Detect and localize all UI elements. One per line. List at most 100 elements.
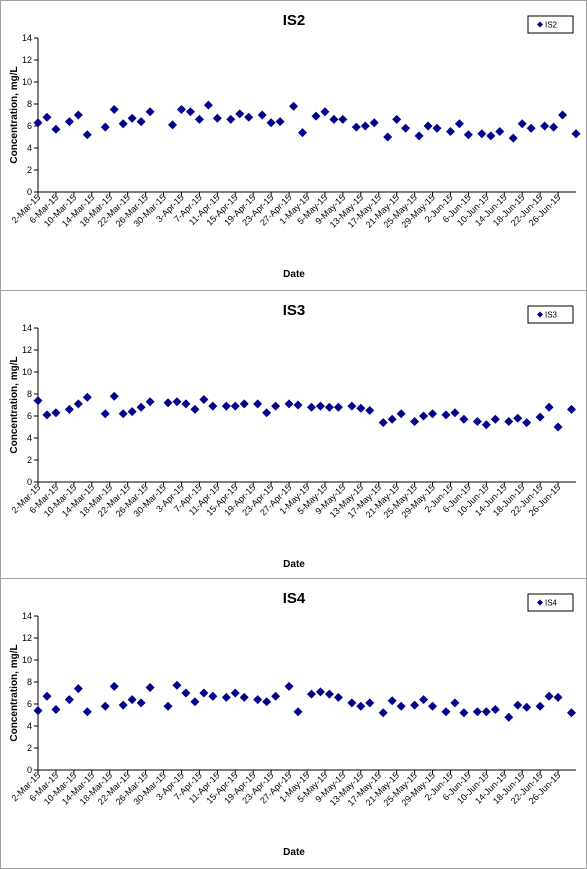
data-point	[513, 413, 523, 423]
y-tick-label: 8	[27, 99, 32, 109]
data-point	[51, 705, 61, 714]
data-point	[226, 114, 236, 124]
chart-panel-is4: IS4 0 2 4 6 8 10 12 14 Concentration, mg/L 2-Mar-1…	[0, 578, 587, 869]
data-point	[428, 701, 438, 711]
legend-marker	[537, 599, 543, 606]
data-point	[230, 401, 240, 411]
data-point	[396, 409, 406, 419]
data-point	[172, 680, 182, 690]
data-point	[212, 113, 222, 123]
data-point	[163, 398, 173, 408]
legend-label: IS2	[545, 21, 558, 30]
data-point	[351, 122, 361, 132]
y-tick-label: 12	[22, 633, 32, 643]
data-point	[504, 712, 514, 722]
data-point	[136, 402, 146, 412]
data-point	[383, 132, 393, 142]
data-point	[257, 110, 267, 120]
y-tick-label: 6	[27, 411, 32, 421]
data-point	[338, 114, 348, 124]
data-point	[262, 408, 272, 418]
data-point	[145, 397, 155, 407]
data-point	[82, 130, 92, 140]
data-point	[284, 399, 294, 409]
data-point	[315, 401, 325, 411]
data-point	[315, 687, 325, 697]
y-tick-label: 2	[27, 165, 32, 175]
data-point	[365, 698, 375, 708]
data-point	[544, 691, 554, 701]
x-axis-label: Date	[283, 847, 305, 858]
data-point	[347, 401, 357, 411]
data-point	[347, 698, 357, 708]
data-point	[508, 133, 518, 143]
data-point	[42, 410, 52, 420]
data-point	[311, 111, 321, 121]
data-point	[553, 692, 563, 702]
data-point	[481, 420, 491, 430]
data-point	[253, 695, 263, 705]
data-point	[571, 129, 581, 139]
data-point	[459, 414, 469, 424]
y-axis-label: Concentration, mg/L	[9, 356, 20, 453]
data-point	[410, 700, 420, 710]
data-point	[360, 121, 370, 131]
data-point	[208, 691, 218, 701]
data-point	[333, 402, 343, 412]
legend-marker	[537, 311, 543, 318]
data-point	[549, 122, 559, 132]
data-point	[477, 129, 487, 139]
data-point	[540, 121, 550, 131]
data-point	[356, 701, 366, 711]
data-point	[51, 124, 61, 134]
data-point	[221, 401, 231, 411]
data-point	[441, 410, 451, 420]
y-tick-label: 10	[22, 367, 32, 377]
chart-title: IS2	[283, 12, 306, 29]
data-point	[414, 131, 424, 141]
data-point	[490, 414, 500, 424]
chart-panel-is2: IS2 0 2 4 6 8 10 12 14 Concentration, mg/L 2-Mar-1…	[0, 0, 587, 291]
data-point	[495, 127, 505, 136]
data-point	[194, 114, 204, 124]
data-point	[517, 119, 527, 129]
data-point	[289, 101, 299, 111]
y-tick-label: 14	[22, 33, 32, 43]
data-point	[168, 120, 177, 130]
y-tick-label: 10	[22, 77, 32, 87]
data-point	[333, 692, 343, 702]
data-point	[522, 418, 532, 428]
data-point	[127, 113, 137, 123]
data-point	[504, 417, 514, 426]
data-point	[109, 681, 119, 691]
legend-box	[527, 305, 574, 324]
legend-box	[527, 593, 574, 612]
data-point	[235, 109, 245, 119]
data-point	[522, 702, 532, 712]
y-tick-label: 14	[22, 323, 32, 333]
data-point	[369, 118, 379, 128]
data-point	[513, 700, 523, 710]
data-point	[535, 412, 545, 422]
y-tick-label: 0	[27, 477, 32, 487]
y-tick-label: 4	[27, 721, 32, 731]
data-point	[293, 707, 303, 717]
data-point	[118, 700, 128, 710]
data-point	[64, 117, 74, 127]
y-tick-label: 0	[27, 187, 32, 197]
legend-box	[527, 15, 574, 34]
y-tick-label: 2	[27, 743, 32, 753]
data-point	[472, 707, 482, 717]
data-point	[127, 407, 137, 417]
y-tick-label: 8	[27, 389, 32, 399]
data-point	[109, 391, 119, 401]
y-tick-label: 6	[27, 699, 32, 709]
y-tick-label: 4	[27, 143, 32, 153]
data-point	[410, 417, 420, 426]
data-point	[558, 110, 568, 120]
data-point	[432, 123, 442, 133]
data-point	[454, 119, 464, 129]
